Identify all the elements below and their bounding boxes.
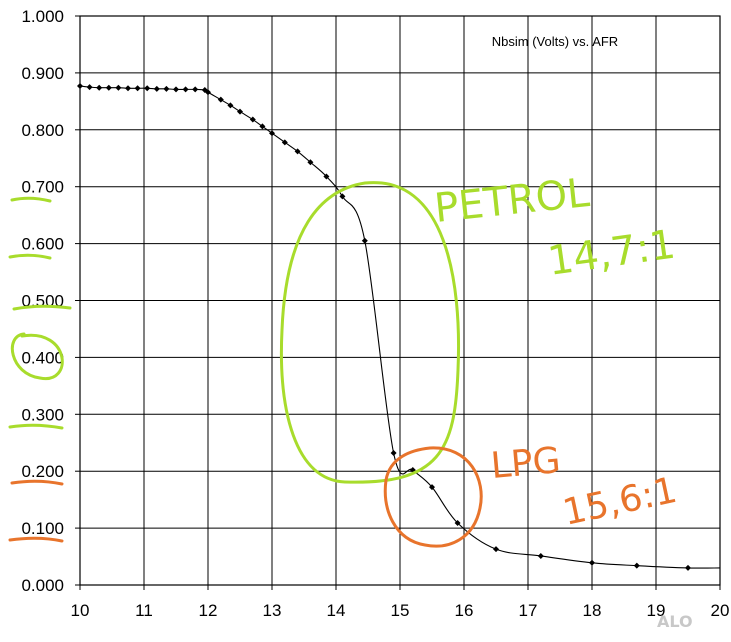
y-tick-label: 0.000 bbox=[21, 576, 64, 595]
data-point bbox=[454, 519, 461, 526]
data-point bbox=[205, 89, 211, 96]
data-point bbox=[192, 86, 199, 93]
petrol-underline-030 bbox=[8, 423, 64, 430]
data-point bbox=[217, 96, 224, 103]
x-tick-label: 15 bbox=[391, 601, 410, 620]
x-tick-label: 12 bbox=[199, 601, 218, 620]
data-point bbox=[294, 148, 301, 155]
chart-title: Nbsim (Volts) vs. AFR bbox=[492, 34, 618, 49]
y-tick-label: 0.600 bbox=[21, 235, 64, 254]
data-point bbox=[77, 82, 83, 89]
y-tick-label: 0.700 bbox=[21, 178, 64, 197]
data-point bbox=[361, 237, 368, 244]
data-point bbox=[125, 85, 131, 92]
grid bbox=[80, 16, 720, 585]
data-point bbox=[144, 85, 151, 92]
data-point bbox=[269, 130, 275, 137]
petrol-circle-040 bbox=[10, 332, 64, 380]
y-tick-label: 0.900 bbox=[21, 64, 64, 83]
data-point bbox=[182, 86, 189, 93]
data-point bbox=[259, 123, 266, 130]
data-point bbox=[537, 552, 544, 559]
lpg-underline-020 bbox=[10, 479, 64, 486]
data-point bbox=[249, 116, 256, 123]
x-tick-label: 18 bbox=[583, 601, 602, 620]
data-point bbox=[633, 562, 640, 569]
data-point bbox=[153, 85, 160, 92]
x-tick-label: 11 bbox=[135, 601, 153, 620]
data-point bbox=[237, 108, 243, 115]
y-tick-label: 0.800 bbox=[21, 121, 64, 140]
y-tick-label: 1.000 bbox=[21, 7, 64, 26]
data-point bbox=[281, 139, 288, 146]
petrol-ellipse bbox=[279, 181, 460, 484]
data-point bbox=[307, 159, 314, 166]
data-point bbox=[96, 84, 103, 91]
x-tick-label: 19 bbox=[647, 601, 666, 620]
x-tick-label: 10 bbox=[71, 601, 90, 620]
data-point bbox=[227, 102, 234, 109]
data-point bbox=[86, 84, 93, 91]
data-point bbox=[339, 193, 346, 200]
x-axis-ticks: 10 11 12 13 14 15 16 17 18 19 20 bbox=[71, 585, 730, 620]
data-point bbox=[105, 84, 112, 91]
y-axis-ticks: 0.0000.1000.2000.3000.4000.5000.6000.700… bbox=[21, 7, 80, 595]
petrol-underline-070 bbox=[10, 196, 52, 203]
y-tick-label: 0.400 bbox=[21, 348, 64, 367]
x-tick-label: 13 bbox=[263, 601, 282, 620]
series-layer bbox=[77, 82, 721, 571]
x-tick-label: 14 bbox=[327, 601, 346, 620]
lpg-label: LPG bbox=[489, 440, 562, 487]
y-tick-label: 0.100 bbox=[21, 519, 64, 538]
data-point bbox=[323, 173, 330, 180]
data-point bbox=[173, 86, 179, 93]
data-point bbox=[429, 484, 435, 491]
data-point bbox=[589, 559, 595, 566]
petrol-underline-050 bbox=[12, 304, 72, 311]
y-tick-label: 0.300 bbox=[21, 405, 64, 424]
data-point bbox=[493, 546, 499, 553]
data-point bbox=[685, 564, 691, 571]
lpg-underline-010 bbox=[8, 536, 64, 543]
lpg-circle bbox=[383, 446, 483, 548]
x-tick-label: 17 bbox=[519, 601, 538, 620]
data-point bbox=[163, 85, 170, 92]
y-tick-label: 0.200 bbox=[21, 462, 64, 481]
data-point bbox=[390, 449, 397, 456]
data-point bbox=[134, 85, 141, 92]
data-point bbox=[115, 84, 122, 91]
watermark-logo: ALO bbox=[657, 612, 693, 631]
petrol-underline-060 bbox=[8, 253, 52, 260]
x-tick-label: 16 bbox=[455, 601, 474, 620]
x-tick-label: 20 bbox=[711, 601, 730, 620]
